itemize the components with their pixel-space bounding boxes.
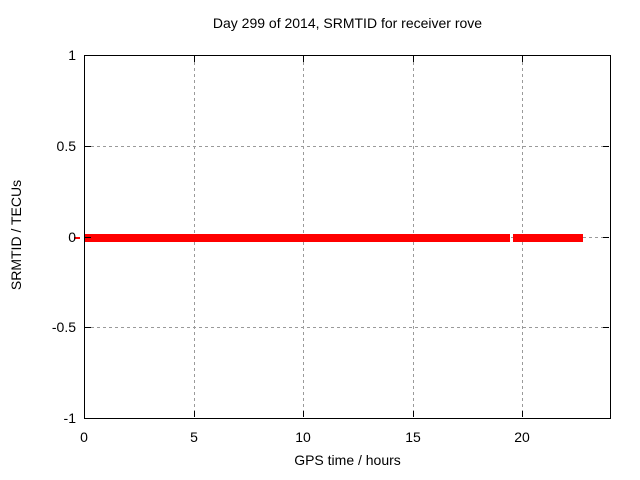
x-tick-mark-bottom bbox=[303, 411, 304, 417]
x-tick-mark-top bbox=[303, 56, 304, 62]
x-tick-mark-bottom bbox=[194, 411, 195, 417]
chart-title: Day 299 of 2014, SRMTID for receiver rov… bbox=[212, 15, 483, 31]
x-tick-label: 0 bbox=[80, 429, 88, 445]
x-tick-label: 20 bbox=[514, 429, 530, 445]
y-tick-label: -0.5 bbox=[51, 319, 76, 335]
gridline-horizontal bbox=[85, 327, 609, 328]
data-series-line bbox=[84, 234, 510, 242]
x-tick-label: 10 bbox=[295, 429, 311, 445]
y-tick-mark-right bbox=[603, 237, 609, 238]
y-tick-mark-right bbox=[603, 146, 609, 147]
x-tick-mark-bottom bbox=[522, 411, 523, 417]
x-tick-mark-top bbox=[84, 56, 85, 62]
plot-area-border bbox=[84, 55, 611, 419]
x-tick-mark-bottom bbox=[84, 411, 85, 417]
y-tick-mark-left bbox=[85, 327, 91, 328]
outside-left-red-dash bbox=[74, 237, 80, 239]
x-tick-mark-top bbox=[522, 56, 523, 62]
y-tick-mark-left bbox=[85, 418, 91, 419]
y-tick-mark-right bbox=[603, 55, 609, 56]
y-tick-mark-left bbox=[85, 55, 91, 56]
x-tick-mark-bottom bbox=[413, 411, 414, 417]
x-tick-label: 5 bbox=[190, 429, 198, 445]
y-tick-mark-right bbox=[603, 418, 609, 419]
data-series-line bbox=[513, 234, 583, 242]
x-tick-label: 15 bbox=[405, 429, 421, 445]
y-tick-mark-right bbox=[603, 327, 609, 328]
y-tick-label: -1 bbox=[63, 410, 76, 426]
y-tick-mark-left bbox=[85, 146, 91, 147]
x-tick-mark-top bbox=[194, 56, 195, 62]
y-tick-label: 1 bbox=[68, 47, 76, 63]
gridline-horizontal bbox=[85, 146, 609, 147]
y-tick-label: 0 bbox=[68, 229, 76, 245]
y-tick-label: 0.5 bbox=[56, 138, 76, 154]
x-tick-mark-top bbox=[413, 56, 414, 62]
x-axis-label: GPS time / hours bbox=[294, 452, 401, 468]
y-tick-mark-left bbox=[85, 237, 91, 238]
